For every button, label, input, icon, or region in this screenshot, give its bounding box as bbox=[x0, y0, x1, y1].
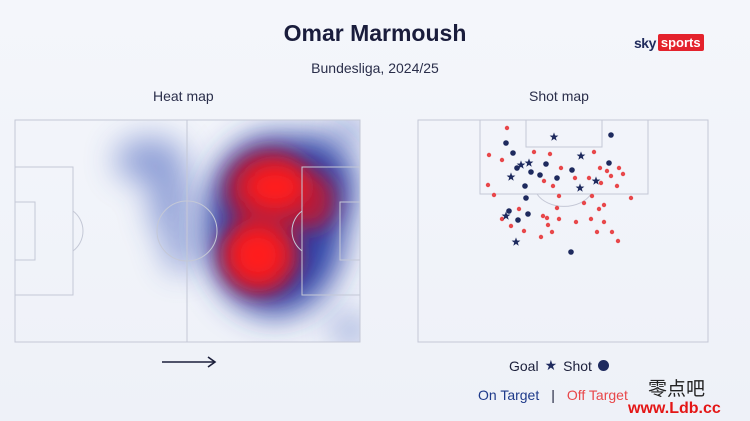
page-title: Omar Marmoush bbox=[283, 20, 467, 46]
off-target-shot bbox=[531, 149, 537, 155]
goal-marker bbox=[501, 211, 511, 220]
dot-icon bbox=[597, 360, 609, 371]
heat-map-label: Heat map bbox=[153, 88, 214, 104]
watermark-url: www.Ldb.cc bbox=[628, 400, 721, 417]
on-target-shot bbox=[525, 211, 531, 217]
off-target-shot bbox=[589, 193, 595, 199]
off-target-shot bbox=[556, 193, 562, 199]
shot-markers bbox=[485, 125, 634, 255]
off-target-shot bbox=[486, 152, 492, 158]
marker-legend: Goal ★ Shot bbox=[509, 357, 609, 374]
off-target-shot bbox=[544, 215, 550, 221]
logo-sky-text: sky bbox=[634, 34, 656, 51]
off-target-shot bbox=[620, 171, 626, 177]
off-target-shot bbox=[597, 165, 603, 171]
on-target-shot bbox=[506, 208, 512, 214]
off-target-shot bbox=[604, 168, 610, 174]
off-target-shot bbox=[573, 219, 579, 225]
legend-goal-label: Goal bbox=[509, 357, 539, 374]
off-target-shot bbox=[608, 173, 614, 179]
on-target-shot bbox=[543, 161, 549, 167]
off-target-shot bbox=[594, 229, 600, 235]
off-target-shot bbox=[596, 206, 602, 212]
off-target-shot bbox=[550, 183, 556, 189]
off-target-shot bbox=[614, 183, 620, 189]
off-target-shot bbox=[588, 216, 594, 222]
off-target-shot bbox=[545, 222, 551, 228]
goal-marker bbox=[506, 172, 516, 181]
on-target-shot bbox=[606, 160, 612, 166]
legend-on-target: On Target bbox=[478, 387, 540, 403]
on-target-shot bbox=[510, 150, 516, 156]
on-target-shot bbox=[503, 140, 509, 146]
off-target-shot bbox=[556, 216, 562, 222]
off-target-shot bbox=[558, 165, 564, 171]
on-target-shot bbox=[569, 167, 575, 173]
off-target-shot bbox=[541, 178, 547, 184]
off-target-shot bbox=[601, 202, 607, 208]
goal-marker bbox=[591, 176, 601, 185]
shot-map-label: Shot map bbox=[529, 88, 589, 104]
sky-sports-logo: sky sports bbox=[634, 34, 704, 51]
goal-marker bbox=[576, 151, 586, 160]
arrow-right-icon bbox=[162, 356, 217, 368]
off-target-shot bbox=[499, 216, 505, 222]
off-target-shot bbox=[609, 229, 615, 235]
off-target-shot bbox=[572, 175, 578, 181]
on-target-shot bbox=[522, 183, 528, 189]
off-target-shot bbox=[554, 205, 560, 211]
off-target-shot bbox=[549, 229, 555, 235]
off-target-shot bbox=[508, 223, 514, 229]
page-subtitle: Bundesliga, 2024/25 bbox=[311, 60, 439, 76]
on-target-shot bbox=[537, 172, 543, 178]
watermark-text: 零点吧 bbox=[648, 378, 706, 400]
star-icon: ★ bbox=[544, 357, 558, 373]
shot-pitch-lines bbox=[417, 119, 709, 343]
goal-marker bbox=[575, 183, 585, 192]
heat-pitch-lines bbox=[14, 119, 361, 343]
off-target-shot bbox=[616, 165, 622, 171]
off-target-shot bbox=[598, 180, 604, 186]
off-target-shot bbox=[601, 219, 607, 225]
off-target-shot bbox=[499, 157, 505, 163]
off-target-shot bbox=[586, 175, 592, 181]
legend-separator: | bbox=[551, 387, 555, 403]
on-target-shot bbox=[515, 217, 521, 223]
target-legend: On Target | Off Target bbox=[478, 387, 628, 403]
off-target-shot bbox=[521, 228, 527, 234]
off-target-shot bbox=[540, 213, 546, 219]
on-target-shot bbox=[528, 169, 534, 175]
off-target-shot bbox=[504, 125, 510, 131]
on-target-shot bbox=[568, 249, 574, 255]
off-target-shot bbox=[516, 206, 522, 212]
off-target-shot bbox=[547, 151, 553, 157]
goal-marker bbox=[524, 158, 534, 167]
goal-marker bbox=[516, 160, 526, 169]
off-target-shot bbox=[591, 149, 597, 155]
goal-marker bbox=[549, 132, 559, 141]
on-target-shot bbox=[554, 175, 560, 181]
goal-marker bbox=[511, 237, 521, 246]
on-target-shot bbox=[514, 165, 520, 171]
off-target-shot bbox=[628, 195, 634, 201]
off-target-shot bbox=[615, 238, 621, 244]
on-target-shot bbox=[523, 195, 529, 201]
heat-density bbox=[115, 120, 360, 342]
logo-sports-text: sports bbox=[657, 34, 704, 51]
off-target-shot bbox=[538, 234, 544, 240]
legend-off-target: Off Target bbox=[566, 387, 628, 403]
off-target-shot bbox=[485, 182, 491, 188]
legend-shot-label: Shot bbox=[563, 357, 592, 374]
off-target-shot bbox=[491, 192, 497, 198]
off-target-shot bbox=[581, 200, 587, 206]
on-target-shot bbox=[608, 132, 614, 138]
